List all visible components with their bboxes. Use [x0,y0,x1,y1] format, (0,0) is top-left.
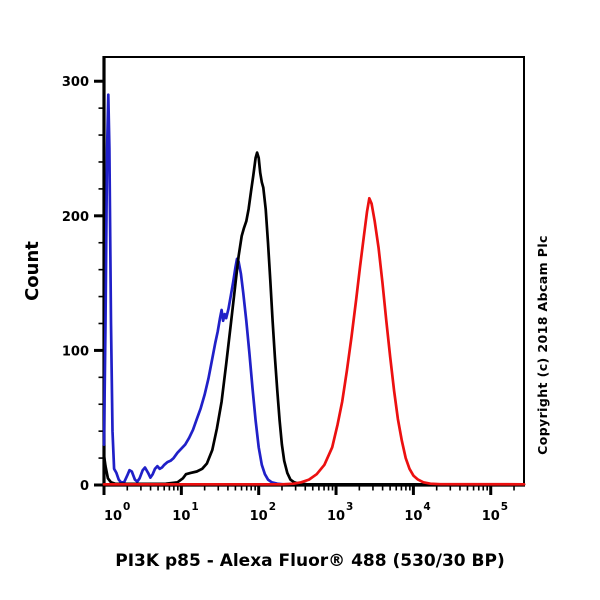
x-tick-label-exponent: 4 [423,501,430,513]
copyright-notice: Copyright (c) 2018 Abcam Plc [535,235,550,455]
y-tick-label: 300 [62,75,89,90]
axes-layer [94,56,525,495]
x-tick-label-base: 10 [404,509,422,524]
blue-curve [102,93,285,486]
x-tick-label-base: 10 [250,509,268,524]
curves-layer [102,93,526,486]
x-tick-label-exponent: 2 [269,501,276,513]
x-axis-title: PI3K p85 - Alexa Fluor® 488 (530/30 BP) [115,551,504,571]
x-tick-label-base: 10 [104,509,122,524]
y-tick-label: 200 [62,210,89,225]
black-curve [102,151,526,486]
x-tick-label-base: 10 [327,509,345,524]
y-tick-label: 0 [80,479,89,494]
x-tick-label-exponent: 0 [123,501,130,513]
x-tick-label-base: 10 [172,509,190,524]
x-tick-label-base: 10 [482,509,500,524]
y-axis-title: Count [22,241,43,301]
x-tick-label-exponent: 5 [501,501,508,513]
x-tick-label-exponent: 1 [191,501,198,513]
x-tick-label-exponent: 3 [346,501,353,513]
y-tick-label: 100 [62,344,89,359]
plot-frame [103,56,525,486]
red-curve [102,196,526,486]
